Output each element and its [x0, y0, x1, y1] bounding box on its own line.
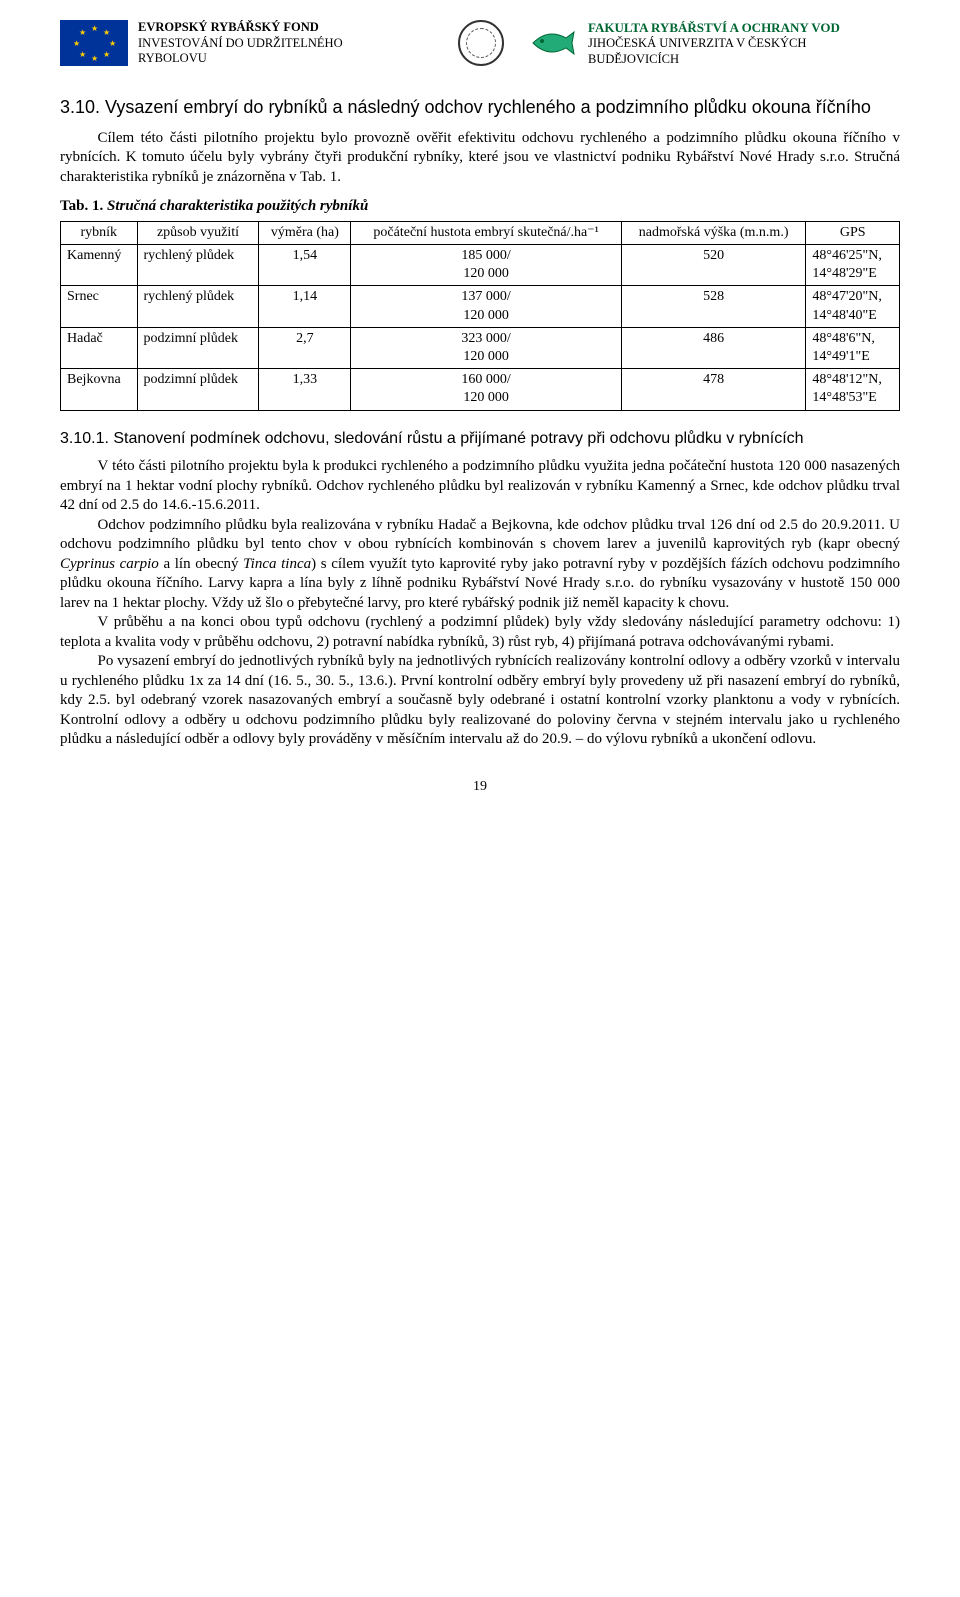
col-pond: rybník [61, 221, 138, 244]
table-cell: Srnec [61, 286, 138, 327]
table-cell: 2,7 [259, 327, 351, 368]
table-header-row: rybník způsob využití výměra (ha) počáte… [61, 221, 900, 244]
table-row: Kamennýrychlený plůdek1,54185 000/120 00… [61, 245, 900, 286]
faculty-block: FAKULTA RYBÁŘSTVÍ A OCHRANY VOD JIHOČESK… [528, 20, 900, 68]
col-altitude: nadmořská výška (m.n.m.) [621, 221, 806, 244]
table-cell: 48°47'20"N,14°48'40"E [806, 286, 900, 327]
table-cell: 528 [621, 286, 806, 327]
p1b-pre: Odchov podzimního plůdku byla realizován… [60, 517, 900, 553]
fish-logo-icon [528, 20, 578, 66]
eu-fund-subtitle: INVESTOVÁNÍ DO UDRŽITELNÉHO RYBOLOVU [138, 36, 414, 67]
faculty-title: FAKULTA RYBÁŘSTVÍ A OCHRANY VOD [588, 20, 900, 36]
species-tinca: Tinca tinca [243, 556, 311, 572]
table-cell: podzimní plůdek [137, 369, 259, 410]
eu-fund-block: ★ ★ ★ ★ ★ ★ ★ ★ EVROPSKÝ RYBÁŘSKÝ FOND I… [60, 20, 414, 67]
table-cell: 323 000/120 000 [351, 327, 621, 368]
subsection-p2: V průběhu a na konci obou typů odchovu (… [60, 613, 900, 652]
table-cell: rychlený plůdek [137, 286, 259, 327]
table-cell: Hadač [61, 327, 138, 368]
pond-characteristics-table: rybník způsob využití výměra (ha) počáte… [60, 221, 900, 411]
table-row: Hadačpodzimní plůdek2,7323 000/120 00048… [61, 327, 900, 368]
table-cell: podzimní plůdek [137, 327, 259, 368]
col-gps: GPS [806, 221, 900, 244]
subsection-title: 3.10.1. Stanovení podmínek odchovu, sled… [60, 429, 900, 450]
faculty-text: FAKULTA RYBÁŘSTVÍ A OCHRANY VOD JIHOČESK… [588, 20, 900, 68]
table-cell: rychlený plůdek [137, 245, 259, 286]
p1b-mid: a lín obecný [159, 556, 243, 572]
table-cell: 520 [621, 245, 806, 286]
faculty-subtitle: JIHOČESKÁ UNIVERZITA V ČESKÝCH BUDĚJOVIC… [588, 36, 900, 67]
table-cell: Bejkovna [61, 369, 138, 410]
table-cell: 486 [621, 327, 806, 368]
university-crest-icon [458, 20, 504, 66]
table-title: Stručná charakteristika použitých rybník… [107, 198, 368, 214]
subsection-p3: Po vysazení embryí do jednotlivých rybní… [60, 652, 900, 750]
section-paragraph: Cílem této části pilotního projektu bylo… [60, 129, 900, 188]
table-cell: 1,33 [259, 369, 351, 410]
page-header: ★ ★ ★ ★ ★ ★ ★ ★ EVROPSKÝ RYBÁŘSKÝ FOND I… [60, 20, 900, 68]
table-cell: 48°48'12"N,14°48'53"E [806, 369, 900, 410]
species-cyprinus: Cyprinus carpio [60, 556, 159, 572]
university-crest-block [458, 20, 504, 66]
table-row: Srnecrychlený plůdek1,14137 000/120 0005… [61, 286, 900, 327]
eu-fund-title: EVROPSKÝ RYBÁŘSKÝ FOND [138, 20, 414, 36]
eu-flag-icon: ★ ★ ★ ★ ★ ★ ★ ★ [60, 20, 128, 66]
table-cell: 1,54 [259, 245, 351, 286]
table-number: Tab. 1. [60, 198, 103, 214]
table-cell: 478 [621, 369, 806, 410]
table-cell: 1,14 [259, 286, 351, 327]
table-cell: 137 000/120 000 [351, 286, 621, 327]
table-cell: Kamenný [61, 245, 138, 286]
col-area: výměra (ha) [259, 221, 351, 244]
table-row: Bejkovnapodzimní plůdek1,33160 000/120 0… [61, 369, 900, 410]
table-cell: 48°46'25"N,14°48'29"E [806, 245, 900, 286]
section-title: 3.10. Vysazení embryí do rybníků a násle… [60, 96, 900, 119]
table-cell: 160 000/120 000 [351, 369, 621, 410]
eu-fund-text: EVROPSKÝ RYBÁŘSKÝ FOND INVESTOVÁNÍ DO UD… [138, 20, 414, 67]
subsection-p1a: V této části pilotního projektu byla k p… [60, 457, 900, 516]
table-cell: 185 000/120 000 [351, 245, 621, 286]
col-density: počáteční hustota embryí skutečná/.ha⁻¹ [351, 221, 621, 244]
subsection-p1b: Odchov podzimního plůdku byla realizován… [60, 516, 900, 614]
table-caption: Tab. 1. Stručná charakteristika použitýc… [60, 197, 900, 217]
page-number: 19 [60, 778, 900, 796]
table-cell: 48°48'6"N,14°49'1"E [806, 327, 900, 368]
col-use: způsob využití [137, 221, 259, 244]
